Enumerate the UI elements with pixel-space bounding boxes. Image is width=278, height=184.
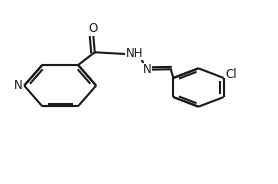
Text: N: N (14, 79, 23, 92)
Text: NH: NH (126, 47, 143, 60)
Text: N: N (143, 63, 152, 76)
Text: Cl: Cl (225, 68, 237, 81)
Text: O: O (89, 22, 98, 35)
